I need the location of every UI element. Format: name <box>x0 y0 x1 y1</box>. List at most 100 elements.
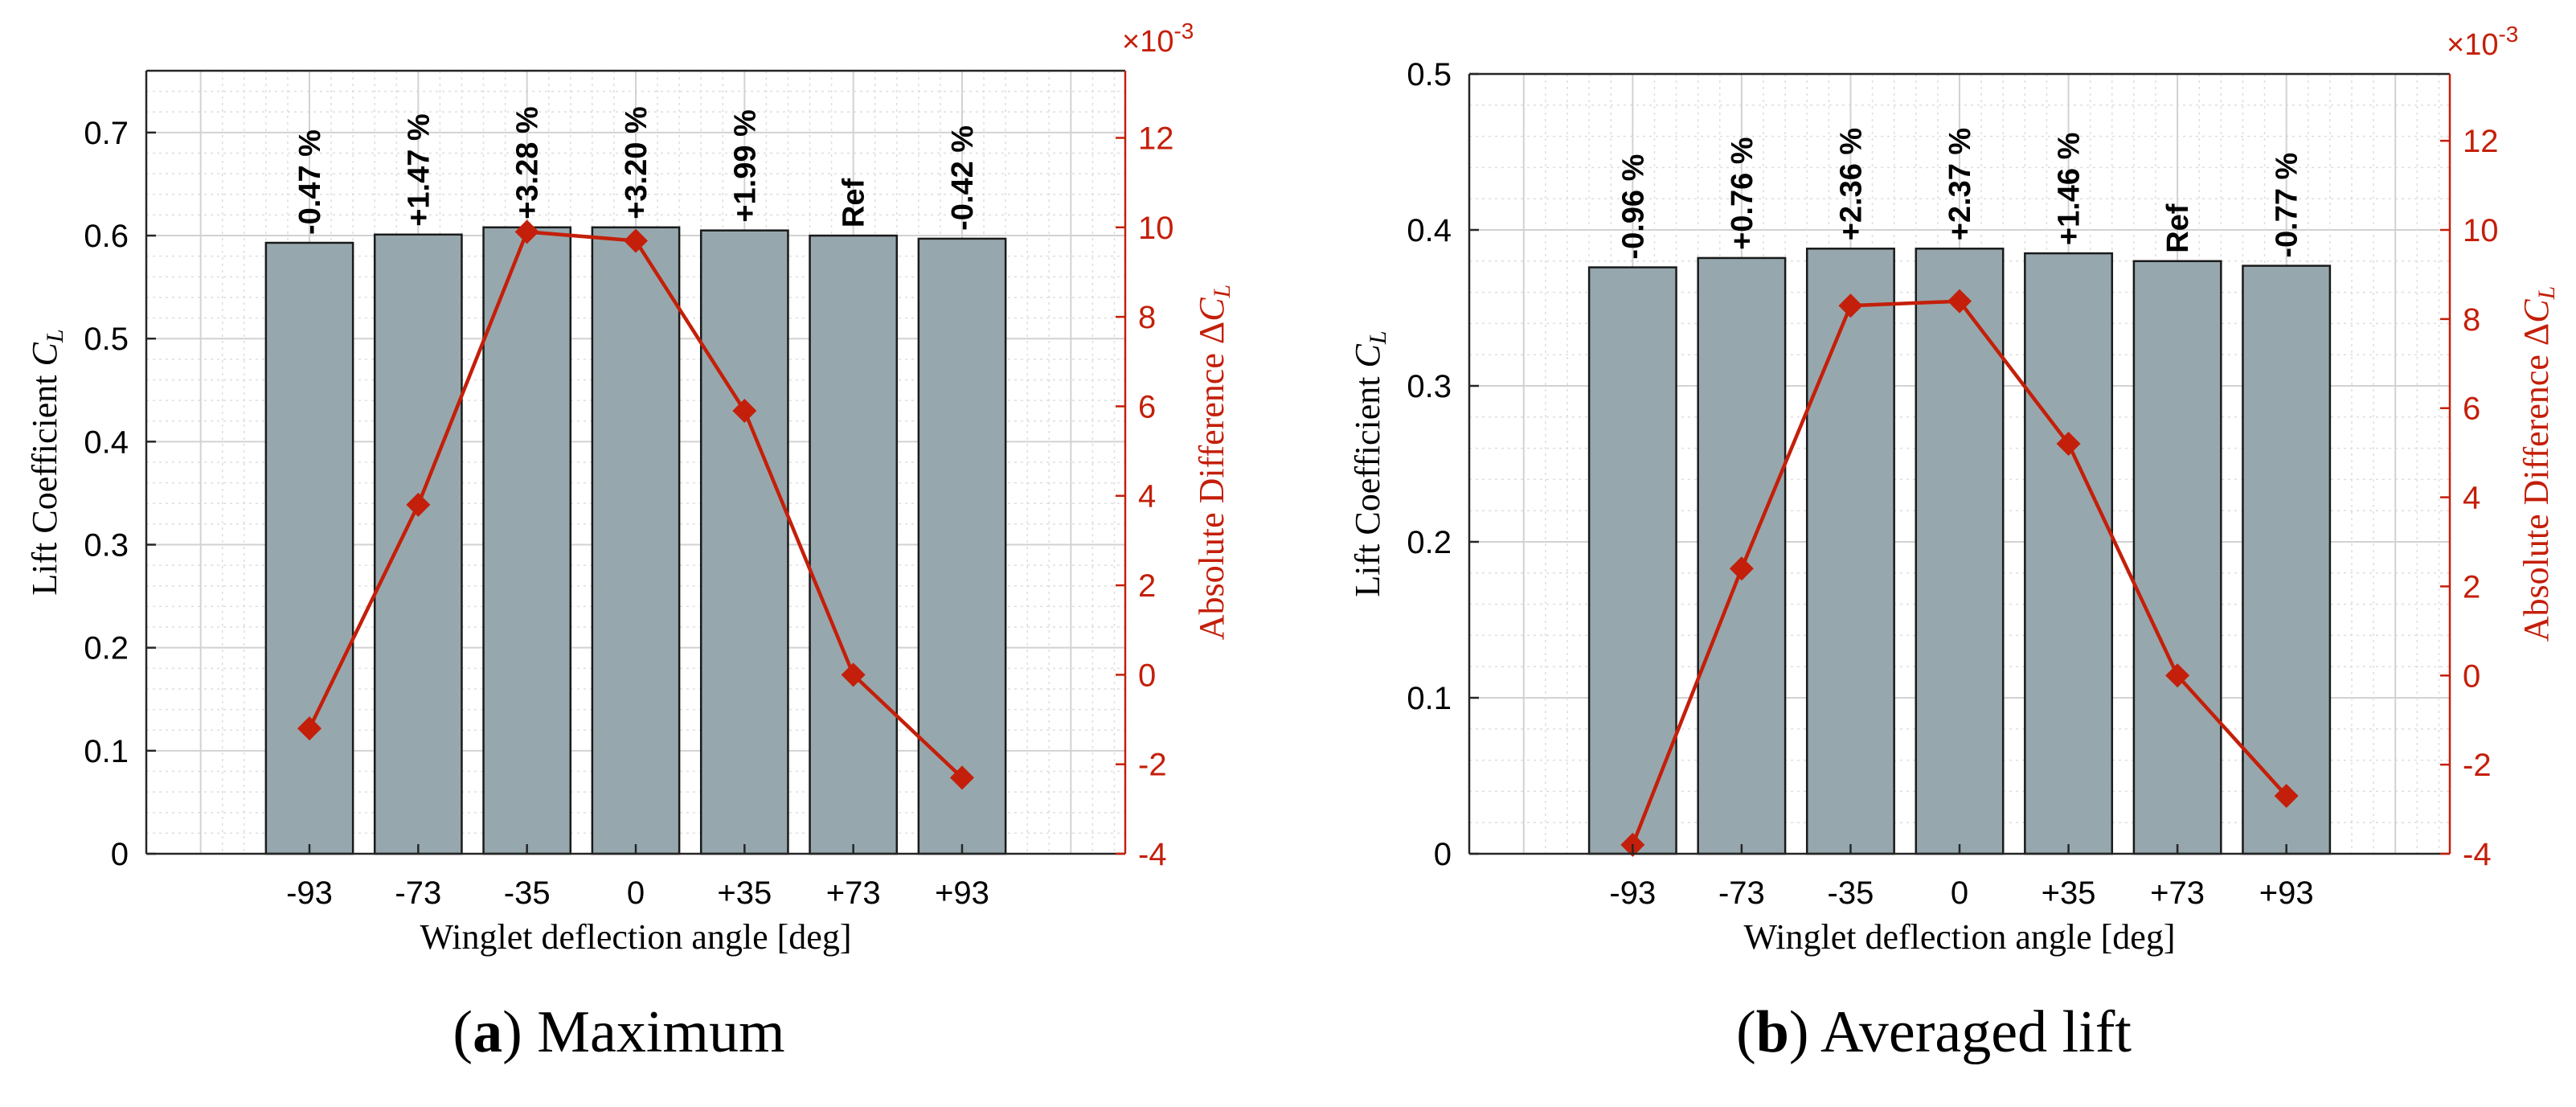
x-axis-label: Winglet deflection angle [deg] <box>420 917 851 957</box>
y2-tick-label: 4 <box>1138 479 1156 515</box>
y2-tick-label: -4 <box>1138 837 1167 872</box>
y2-tick-label: 12 <box>1138 121 1174 156</box>
bar--93 <box>1587 266 1677 855</box>
y-tick-label: 0.2 <box>1407 525 1452 560</box>
caption-letter: a <box>473 999 502 1065</box>
diamond-marker--35 <box>514 219 539 244</box>
y2-multiplier-base: ×10 <box>1122 25 1173 59</box>
bar-label--35: +2.36 % <box>1834 128 1868 241</box>
y-tick-label: 0.1 <box>84 734 129 769</box>
chart-panel-b: -0.96 % +0.76 % +2.36 % +2.37 % +1.46 % Ref -0… <box>1348 22 2560 1065</box>
diamond-marker-+93 <box>2274 783 2299 808</box>
x-axis-label: Winglet deflection angle [deg] <box>1743 917 2175 957</box>
y2-tick-label: 6 <box>1138 389 1156 424</box>
bar-label--93: -0.96 % <box>1616 154 1650 260</box>
bar-label-0: +2.37 % <box>1943 128 1977 241</box>
y2-axis-label: Absolute Difference ΔCL <box>2517 286 2560 642</box>
y2-tick-label: -4 <box>2463 837 2492 872</box>
y-tick-label: 0.1 <box>1407 681 1452 716</box>
y-tick-label: 0.2 <box>84 631 129 666</box>
y2-tick-label: 4 <box>2463 481 2480 516</box>
y2-multiplier-exponent: -3 <box>1173 18 1194 43</box>
y-tick-label: 0.5 <box>84 322 129 357</box>
diamond-marker--73 <box>1729 556 1754 581</box>
y-axis-label-symbol: C <box>25 342 64 366</box>
x-tick-label--93: -93 <box>286 875 333 911</box>
bar-+35 <box>699 229 789 855</box>
x-tick-label-+73: +73 <box>2150 875 2205 911</box>
x-tick-label-+73: +73 <box>826 875 881 911</box>
y-tick-label: 0.4 <box>1407 213 1452 248</box>
diamond-marker--35 <box>1838 293 1863 318</box>
y2-axis-label-text: Absolute Difference Δ <box>1192 322 1231 640</box>
bar--93 <box>264 241 354 855</box>
y-axis-label-subscript: L <box>42 329 68 343</box>
y-tick-label: 0 <box>111 837 129 872</box>
y-tick-label: 0 <box>1434 837 1452 872</box>
x-tick-label-0: 0 <box>627 875 645 911</box>
x-tick-label--35: -35 <box>1828 875 1874 911</box>
bar-label-+73: Ref <box>2161 203 2195 253</box>
bar-label-+35: +1.46 % <box>2053 133 2087 246</box>
bar-+35 <box>2024 252 2114 855</box>
diamond-marker-+35 <box>732 398 757 423</box>
bar-0 <box>1915 248 2005 855</box>
y2-axis-label-text: Absolute Difference Δ <box>2517 323 2556 642</box>
bar-0 <box>591 226 681 855</box>
diamond-marker-0 <box>1947 289 1972 314</box>
bar-label-+93: -0.77 % <box>2271 153 2304 258</box>
caption-letter: b <box>1756 999 1789 1065</box>
bar-label--93: -0.47 % <box>293 129 327 235</box>
x-tick-label--73: -73 <box>1718 875 1765 911</box>
bar-label--73: +0.76 % <box>1726 137 1759 250</box>
y2-tick-label: 8 <box>1138 300 1156 335</box>
x-tick-label-+35: +35 <box>2042 875 2096 911</box>
bar--35 <box>482 226 572 855</box>
diamond-marker-+73 <box>841 662 866 687</box>
y-tick-label: 0.7 <box>84 116 129 151</box>
y2-tick-label: -2 <box>2463 748 2492 783</box>
y-axis-label: Lift Coefficient CL <box>25 329 68 595</box>
bar-label-+35: +1.99 % <box>728 109 762 222</box>
x-tick-label--35: -35 <box>504 875 551 911</box>
bar-+73 <box>809 234 899 855</box>
bar-label--35: +3.28 % <box>511 106 545 219</box>
y2-multiplier-exponent: -3 <box>2498 22 2518 47</box>
y2-multiplier-base: ×10 <box>2447 28 2498 62</box>
bar-label-+93: -0.42 % <box>946 125 980 231</box>
diamond-marker-+35 <box>2056 432 2081 457</box>
y2-tick-label: 6 <box>2463 392 2480 427</box>
y-axis-label-text: Lift Coefficient <box>1348 367 1387 597</box>
bar--73 <box>1697 256 1787 855</box>
y-axis-label-subscript: L <box>1365 330 1391 345</box>
y-tick-label: 0.3 <box>84 528 129 564</box>
y2-axis-label-symbol: C <box>2517 299 2556 323</box>
diamond-marker-+73 <box>2165 663 2190 688</box>
y2-axis-label-symbol: C <box>1192 297 1231 322</box>
y-axis-label: Lift Coefficient CL <box>1348 330 1391 597</box>
bar-label-0: +3.20 % <box>620 106 653 219</box>
y-tick-label: 0.5 <box>1407 57 1452 92</box>
bar-+73 <box>2132 260 2222 855</box>
x-tick-label-+35: +35 <box>717 875 772 911</box>
panel-caption: (b) Averaged lift <box>1736 999 2132 1065</box>
panel-caption: (a) Maximum <box>453 999 784 1065</box>
x-tick-label-+93: +93 <box>935 875 989 911</box>
y2-multiplier: ×10-3 <box>2447 22 2518 62</box>
bar-+93 <box>917 237 1007 855</box>
bar--35 <box>1805 248 1895 855</box>
diamond-marker--73 <box>406 492 431 517</box>
x-tick-label-0: 0 <box>1951 875 1968 911</box>
diamond-marker-+93 <box>950 765 974 790</box>
y2-axis-label-subscript: L <box>2533 286 2560 301</box>
y-tick-label: 0.4 <box>84 424 129 460</box>
y2-tick-label: 2 <box>2463 569 2480 605</box>
y-axis-label-symbol: C <box>1348 343 1387 367</box>
y2-multiplier: ×10-3 <box>1122 18 1194 59</box>
bar-label-+73: Ref <box>838 178 871 228</box>
x-tick-label-+93: +93 <box>2259 875 2314 911</box>
diamond-marker-0 <box>624 228 648 253</box>
y2-axis-label-subscript: L <box>1209 285 1235 299</box>
y2-axis-label: Absolute Difference ΔCL <box>1192 285 1235 641</box>
